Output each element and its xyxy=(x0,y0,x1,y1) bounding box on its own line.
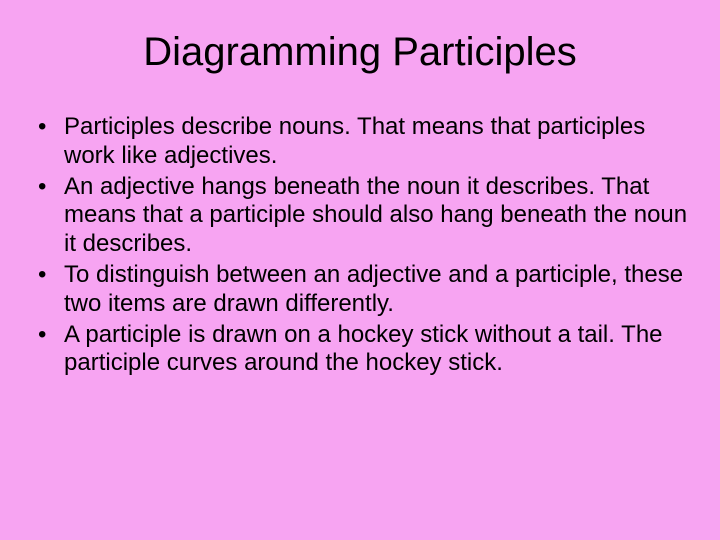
bullet-item: To distinguish between an adjective and … xyxy=(38,261,690,319)
bullet-item: A participle is drawn on a hockey stick … xyxy=(38,321,690,379)
slide-title: Diagramming Participles xyxy=(30,30,690,75)
slide-container: Diagramming Participles Participles desc… xyxy=(0,0,720,540)
bullet-item: Participles describe nouns. That means t… xyxy=(38,113,690,171)
bullet-list: Participles describe nouns. That means t… xyxy=(30,113,690,378)
bullet-item: An adjective hangs beneath the noun it d… xyxy=(38,173,690,259)
